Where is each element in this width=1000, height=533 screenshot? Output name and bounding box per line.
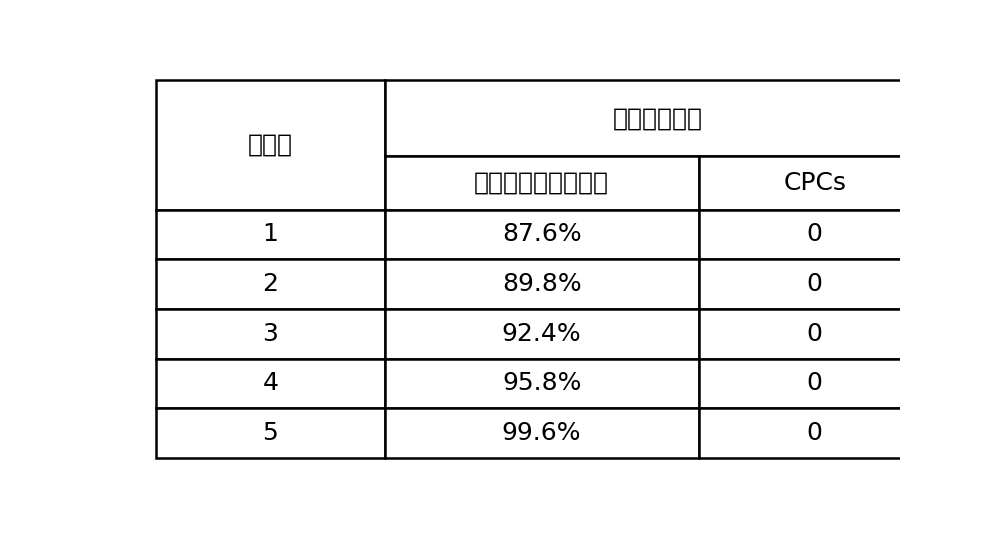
Text: 0: 0	[807, 372, 823, 395]
Text: 0: 0	[807, 222, 823, 246]
Text: 87.6%: 87.6%	[502, 222, 581, 246]
Text: 92.4%: 92.4%	[502, 322, 581, 346]
Bar	[156, 209, 385, 260]
Text: 89.8%: 89.8%	[502, 272, 581, 296]
Bar	[385, 260, 698, 309]
Text: 99.6%: 99.6%	[502, 421, 581, 445]
Text: CPCs: CPCs	[783, 171, 846, 195]
Text: 95.8%: 95.8%	[502, 372, 581, 395]
Bar	[385, 156, 698, 209]
Bar	[385, 408, 698, 458]
Text: 0: 0	[807, 421, 823, 445]
Bar	[698, 209, 931, 260]
Text: 0: 0	[807, 272, 823, 296]
Bar	[156, 359, 385, 408]
Bar	[698, 260, 931, 309]
Text: 1: 1	[262, 222, 278, 246]
Bar	[385, 80, 931, 156]
Bar	[698, 359, 931, 408]
Bar	[698, 309, 931, 359]
Text: 实施例: 实施例	[248, 133, 293, 157]
Bar	[156, 408, 385, 458]
Text: 体积膨胀倍率: 体积膨胀倍率	[613, 107, 703, 131]
Text: 5: 5	[262, 421, 278, 445]
Text: 4: 4	[262, 372, 278, 395]
Bar	[156, 260, 385, 309]
Bar	[698, 408, 931, 458]
Bar	[156, 80, 385, 209]
Bar	[385, 309, 698, 359]
Bar	[385, 359, 698, 408]
Bar	[385, 209, 698, 260]
Bar	[698, 156, 931, 209]
Text: 2: 2	[262, 272, 278, 296]
Bar	[156, 309, 385, 359]
Text: 0: 0	[807, 322, 823, 346]
Text: 本发明的释药骨水泥: 本发明的释药骨水泥	[474, 171, 609, 195]
Text: 3: 3	[262, 322, 278, 346]
